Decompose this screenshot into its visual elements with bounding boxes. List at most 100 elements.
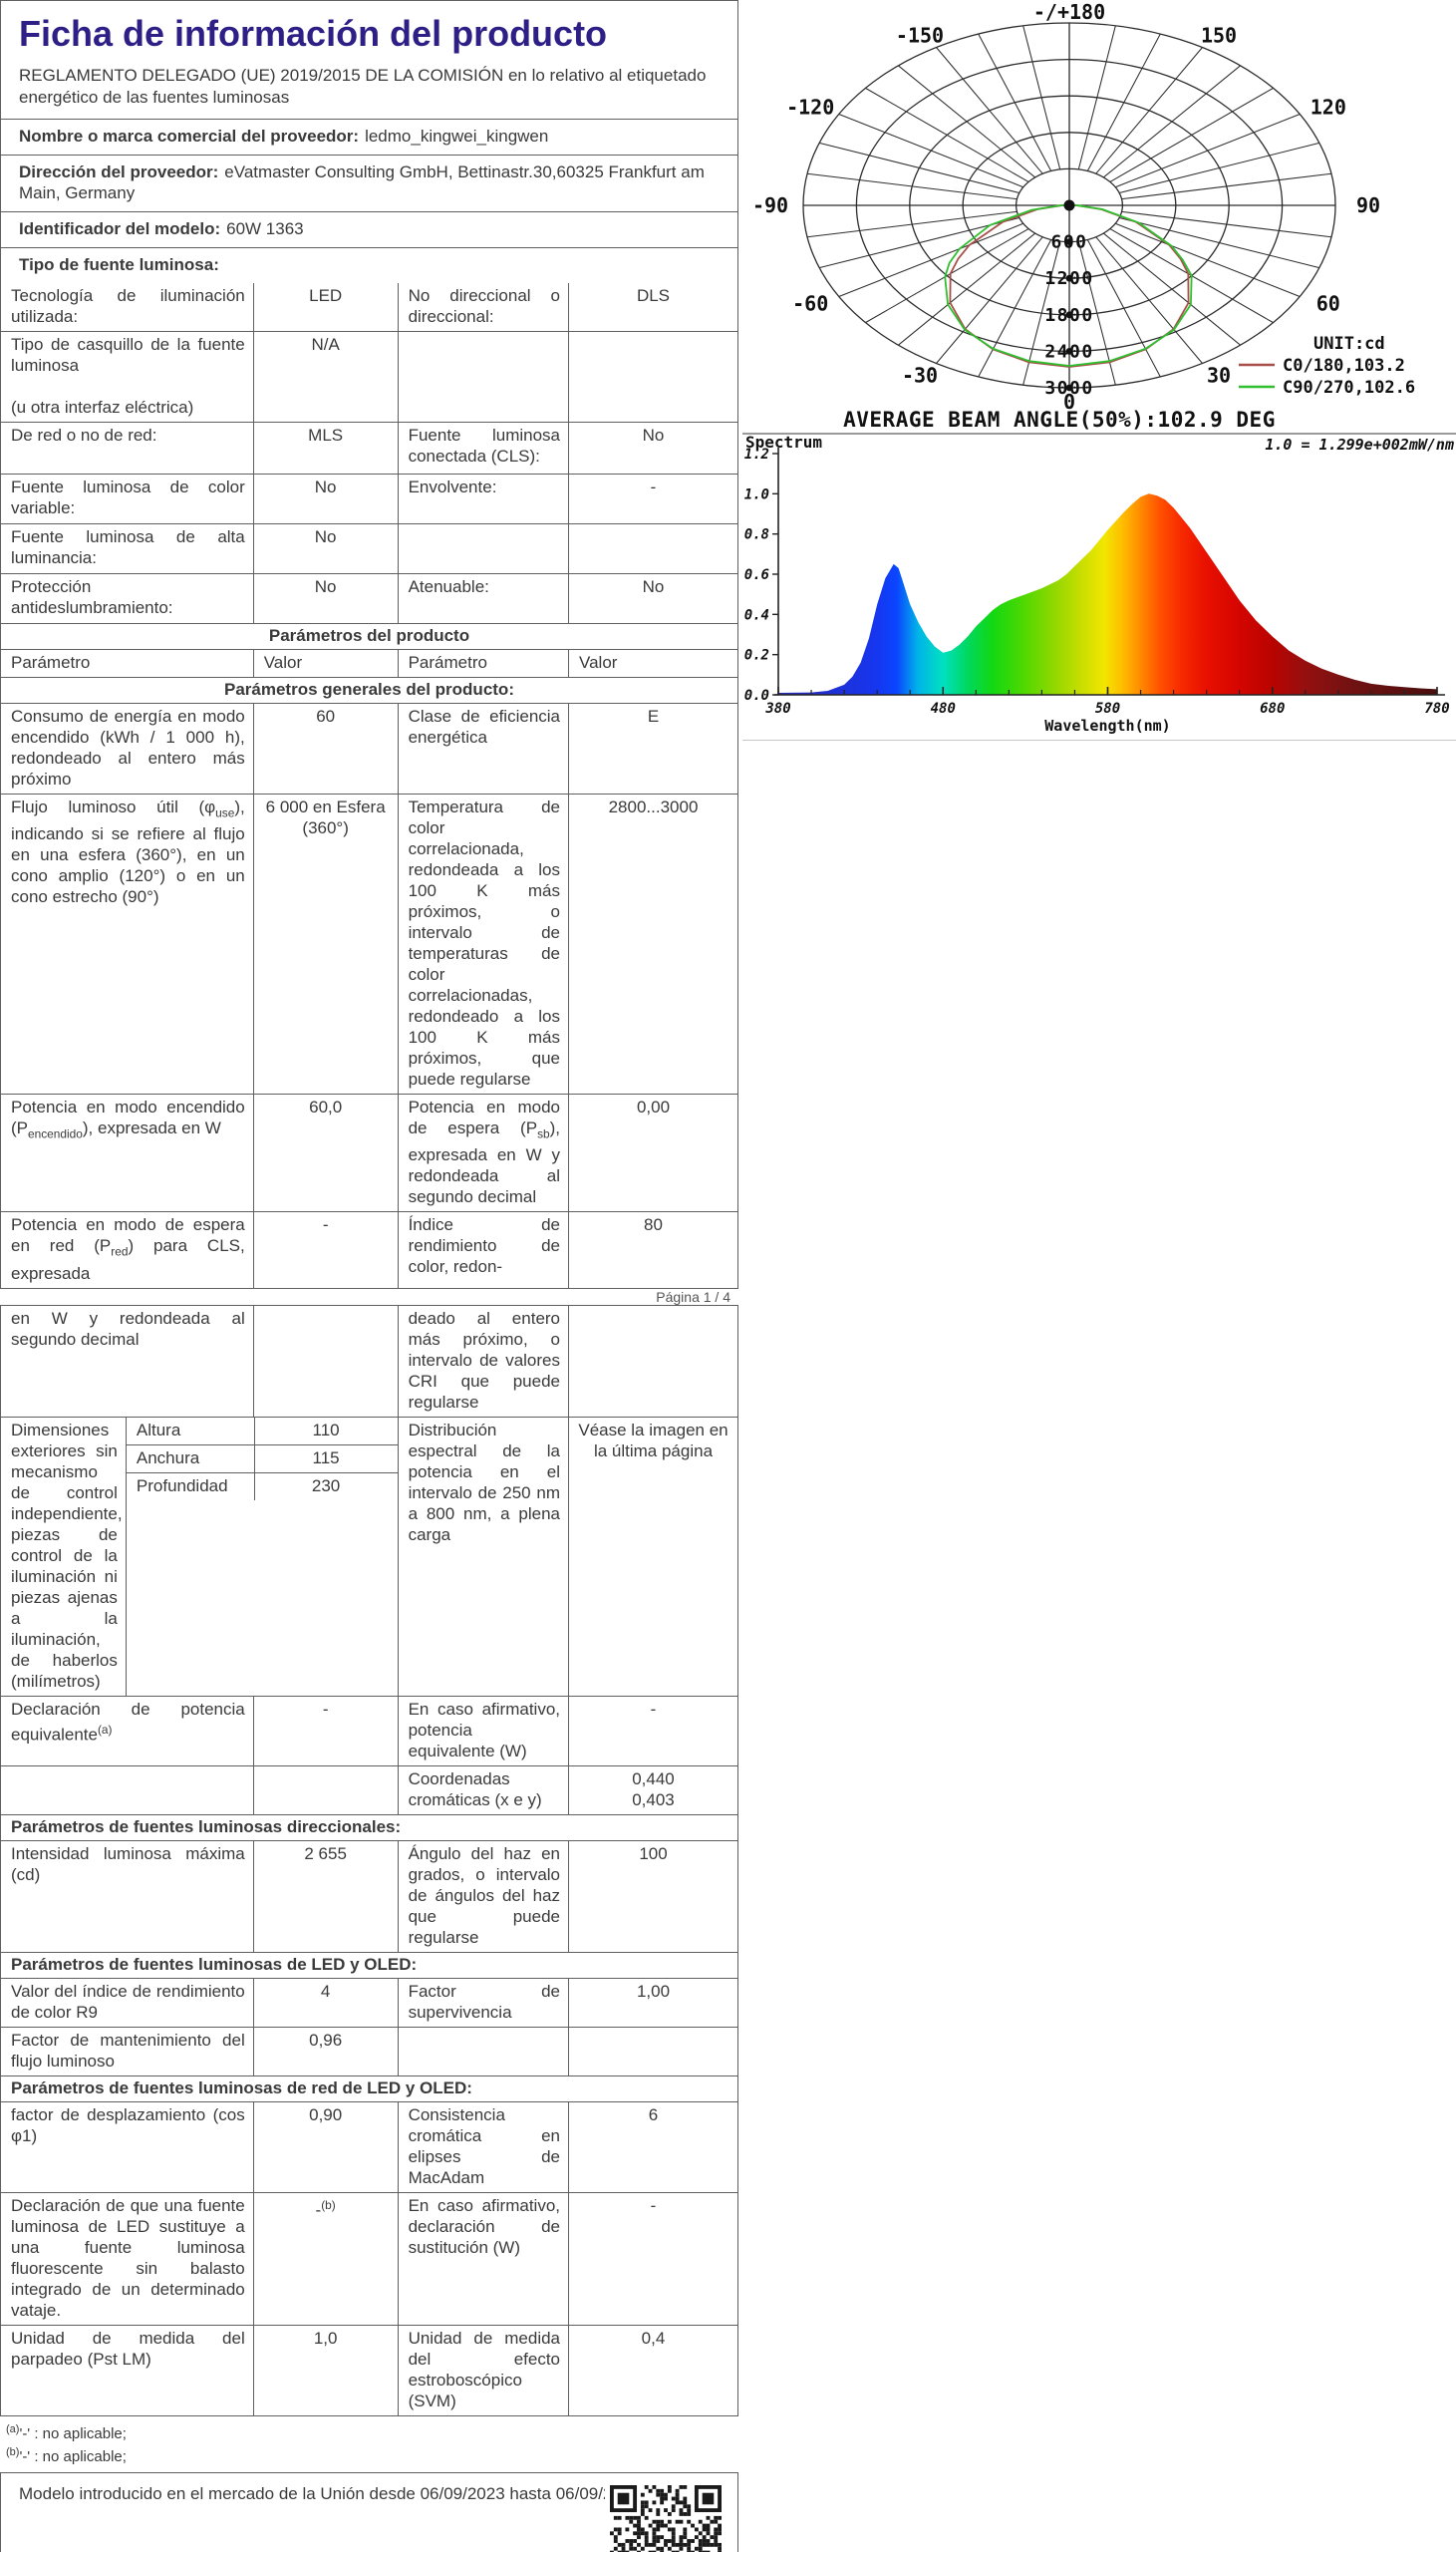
fiche-table-page1: Ficha de información del producto REGLAM… (0, 0, 738, 1289)
supplier-address-row: Dirección del proveedor: eVatmaster Consu… (1, 155, 737, 211)
param-cell: Distribución espectral de la potencia en… (397, 1417, 568, 1696)
supplier-name-row: Nombre o marca comercial del proveedor: l… (1, 119, 737, 155)
value-cell (568, 332, 737, 422)
title-block: Ficha de información del producto REGLAM… (1, 1, 737, 119)
table-row: Intensidad luminosa máxima (cd) 2 655 Ángu… (1, 1839, 737, 1952)
value-cell (252, 1305, 398, 1417)
param-cell: Unidad de medida del parpadeo (Pst LM) (11, 2328, 245, 2369)
table-row: Consumo de energía en modo encendido (kW… (1, 703, 737, 794)
param-cell: Potencia en modo de espera en red (Pred)… (11, 1215, 245, 1283)
model-id-value: 60W 1363 (226, 219, 304, 238)
param-cell (1, 1766, 253, 1814)
value-cell: 4 (252, 1978, 398, 2027)
svg-text:AVERAGE BEAM ANGLE(50%):102.9: AVERAGE BEAM ANGLE(50%):102.9 DEG (843, 408, 1276, 432)
page-title: Ficha de información del producto (19, 13, 608, 54)
dimension-name: Profundidad (136, 1475, 228, 1495)
value-cell: 100 (568, 1840, 737, 1952)
table-row: Fuente luminosa de color variable: No Envo… (1, 474, 737, 523)
beam-angle-polar-chart: 60012001800240030000306090120150-/+180-3… (752, 0, 1415, 432)
param-cell: Atenuable: (397, 574, 568, 623)
table-row: Fuente luminosa de alta luminancia: No (1, 523, 737, 573)
param-cell: Factor de supervivencia (397, 1978, 568, 2027)
table-row: Declaración de potencia equivalente(a) - E… (1, 1695, 737, 1765)
value-cell (568, 524, 737, 573)
value-cell (568, 1305, 737, 1417)
value-cell: - (252, 1212, 398, 1288)
supplier-name-label: Nombre o marca comercial del proveedor: (19, 127, 360, 146)
table-row: factor de desplazamiento (cos φ1) 0,90 Con… (1, 2100, 737, 2192)
param-cell: No direccional o direccional: (397, 283, 568, 331)
value-cell: 2 655 (252, 1840, 398, 1952)
svg-text:150: 150 (1201, 23, 1237, 47)
param-cell: Clase de eficiencia energética (397, 704, 568, 794)
svg-text:380: 380 (764, 701, 790, 717)
value-cell: 0,4 (568, 2325, 737, 2415)
value-cell: No (568, 423, 737, 474)
charts-pane: 60012001800240030000306090120150-/+180-3… (742, 0, 1456, 2552)
value-cell: - (568, 1696, 737, 1765)
svg-text:-90: -90 (752, 193, 788, 217)
param-cell: Declaración de que una fuente luminosa d… (11, 2195, 245, 2320)
value-cell: No (252, 524, 398, 573)
svg-text:-/+180: -/+180 (1033, 0, 1105, 24)
svg-text:60: 60 (1316, 292, 1340, 316)
column-header: Parámetro (11, 653, 91, 672)
table-row: Parámetros del producto (1, 623, 737, 649)
parameters-table-part2: en W y redondeada al segundo decimal dead… (1, 1305, 737, 2415)
svg-text:1.2: 1.2 (744, 447, 769, 463)
svg-text:1.0: 1.0 (744, 486, 769, 502)
value-cell: 0,00 (568, 1095, 737, 1212)
dimensions-subtable: Altura 110 Anchura 115 Profundidad 230 (125, 1417, 398, 1696)
table-row: Flujo luminoso útil (φuse), indicando si… (1, 794, 737, 1094)
value-cell: 80 (568, 1212, 737, 1288)
regulation-subtitle: REGLAMENTO DELEGADO (UE) 2019/2015 DE LA… (19, 66, 707, 107)
value-cell: - (568, 2192, 737, 2325)
param-cell: Tipo de casquillo de la fuente luminosa(… (11, 335, 245, 417)
value-cell: 2800...3000 (568, 795, 737, 1094)
value-cell: E (568, 704, 737, 794)
supplier-name-value: ledmo_kingwei_kingwen (365, 127, 549, 146)
param-cell: Potencia en modo de espera (Psb), expres… (397, 1095, 568, 1212)
table-row: Parámetros generales del producto: (1, 677, 737, 703)
svg-text:30: 30 (1207, 364, 1231, 388)
svg-text:C90/270,102.6: C90/270,102.6 (1283, 378, 1415, 398)
supplier-address-label: Dirección del proveedor: (19, 162, 219, 181)
value-cell: No (252, 475, 398, 523)
section-heading: Parámetros de fuentes luminosas de red d… (11, 2077, 472, 2097)
param-cell: Temperatura de color correlacionada, red… (397, 795, 568, 1094)
svg-text:0: 0 (1063, 390, 1075, 414)
section-heading: Parámetros de fuentes luminosas direccio… (11, 1816, 402, 1836)
column-header: Valor (252, 650, 398, 677)
dimension-name: Anchura (136, 1447, 200, 1467)
param-cell (397, 2027, 568, 2075)
param-cell: Valor del índice de rendimiento de color… (11, 1981, 245, 2022)
model-id-label: Identificador del modelo: (19, 219, 221, 238)
product-information-sheet: Ficha de información del producto REGLAM… (0, 0, 738, 2552)
svg-text:0.6: 0.6 (744, 567, 769, 583)
param-cell (397, 332, 568, 422)
svg-text:-120: -120 (786, 96, 834, 120)
parameters-table-part1: Tecnología de iluminación utilizada: LED N… (1, 283, 737, 1288)
horizontal-divider (742, 433, 1456, 435)
value-cell: 60 (252, 704, 398, 794)
svg-text:780: 780 (1424, 701, 1449, 717)
svg-text:-60: -60 (792, 292, 828, 316)
supplier-address-value: eVatmaster Consulting GmbH, Bettinastr.3… (19, 162, 705, 202)
page-break: Página 1 / 4 (0, 1289, 738, 1305)
value-cell: - (568, 475, 737, 523)
param-cell (397, 524, 568, 573)
value-cell: 0,90 (252, 2101, 398, 2192)
param-cell: En caso afirmativo, potencia equivalente… (397, 1696, 568, 1765)
svg-text:680: 680 (1260, 701, 1285, 717)
value-cell: 6 000 en Esfera (360°) (252, 795, 398, 1094)
param-cell: Fuente luminosa de alta luminancia: (11, 527, 245, 567)
param-cell: Envolvente: (397, 475, 568, 523)
table-row: Potencia en modo de espera en red (Pred)… (1, 1211, 737, 1288)
value-cell: 1,0 (252, 2325, 398, 2415)
svg-text:480: 480 (931, 701, 956, 717)
param-cell: Fuente luminosa de color variable: (11, 478, 245, 517)
column-header: Parámetro (397, 650, 568, 677)
table-row: De red o no de red: MLS Fuente luminosa co… (1, 422, 737, 474)
svg-text:90: 90 (1356, 193, 1380, 217)
